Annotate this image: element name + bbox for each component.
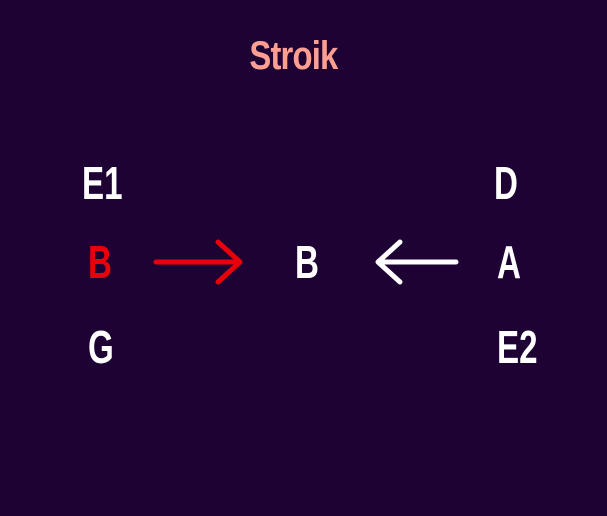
left-note-g: G [88, 321, 114, 373]
right-note-d: D [494, 157, 518, 209]
right-note-e2: E2 [497, 321, 538, 373]
left-note-e1: E1 [82, 157, 123, 209]
center-note-b: B [295, 236, 319, 288]
left-note-b: B [88, 236, 112, 288]
right-note-a: A [497, 236, 521, 288]
right-arrow-icon [153, 239, 243, 285]
left-arrow-icon [375, 239, 459, 285]
page-title: Stroik [249, 34, 338, 78]
